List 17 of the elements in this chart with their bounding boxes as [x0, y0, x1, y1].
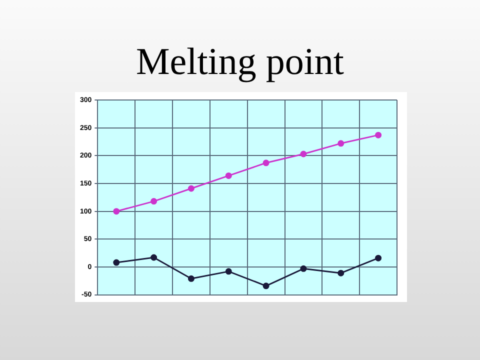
chart-title: Melting point	[135, 40, 345, 84]
point	[262, 282, 270, 290]
point	[188, 185, 194, 192]
point	[300, 265, 307, 272]
point	[113, 259, 120, 266]
point	[375, 132, 382, 138]
point	[375, 254, 382, 262]
point	[113, 208, 120, 215]
point	[262, 160, 270, 166]
point	[225, 268, 232, 275]
point	[188, 275, 194, 282]
point	[338, 140, 344, 147]
point	[225, 172, 232, 179]
point	[300, 150, 307, 158]
point	[150, 254, 158, 261]
point	[338, 270, 344, 276]
point	[150, 198, 158, 205]
